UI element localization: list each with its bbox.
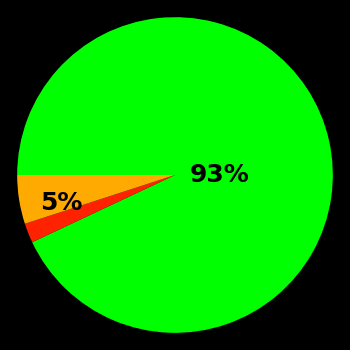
- Wedge shape: [17, 17, 333, 333]
- Wedge shape: [17, 175, 175, 224]
- Text: 5%: 5%: [40, 191, 83, 215]
- Wedge shape: [25, 175, 175, 242]
- Text: 93%: 93%: [189, 163, 249, 187]
